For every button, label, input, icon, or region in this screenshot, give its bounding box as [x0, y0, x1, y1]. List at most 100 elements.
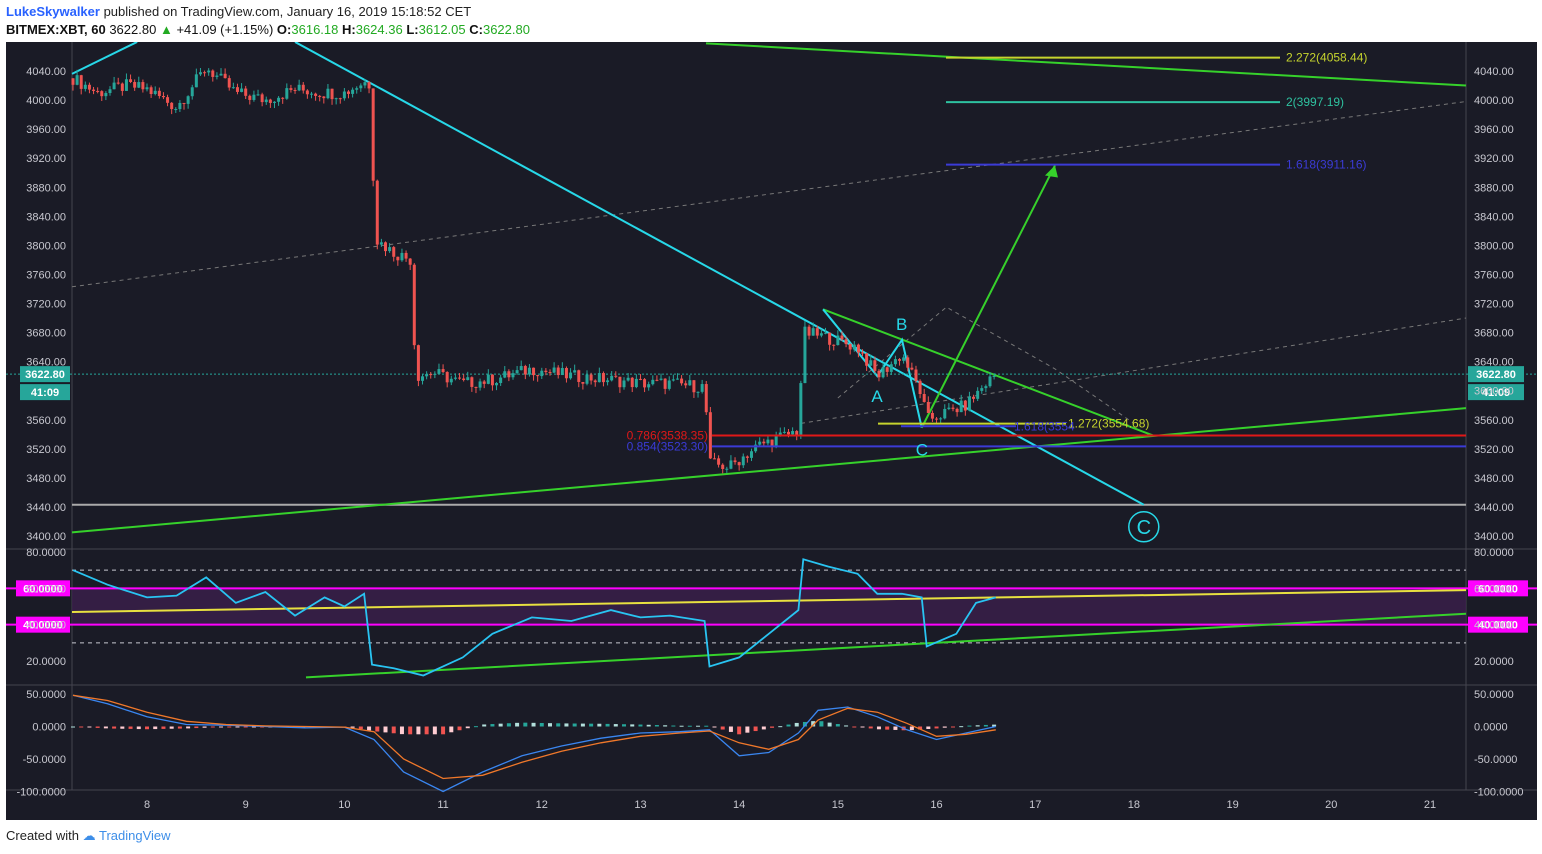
candle-body: [334, 98, 338, 100]
created-with: Created with: [6, 828, 79, 843]
candle-body: [240, 88, 244, 92]
candle-body: [297, 84, 301, 91]
macd-histogram-bar: [408, 726, 413, 735]
candle-body: [898, 359, 902, 361]
macd-histogram-bar: [926, 726, 931, 729]
candle-body: [544, 370, 548, 373]
symbol-line: BITMEX:XBT, 60 3622.80 ▲ +41.09 (+1.15%)…: [6, 22, 530, 37]
candle-body: [272, 101, 276, 103]
candle-body: [235, 87, 239, 92]
candle-body: [560, 368, 564, 376]
macd-tick-right: -100.0000: [1474, 787, 1524, 799]
candle-body: [392, 247, 396, 257]
time-tick: 8: [144, 799, 150, 811]
candle-body: [157, 90, 161, 96]
macd-histogram-bar: [531, 722, 536, 727]
macd-histogram-bar: [794, 722, 799, 727]
candle-body: [437, 369, 441, 374]
candle-body: [856, 344, 860, 353]
candle-body: [601, 373, 605, 383]
price-tick-left: 3920.00: [26, 153, 66, 165]
macd-histogram-bar: [219, 726, 224, 728]
candle-body: [803, 326, 807, 384]
candle-body: [305, 90, 309, 95]
candle-body: [655, 379, 659, 381]
macd-histogram-bar: [194, 726, 199, 729]
candle-body: [346, 91, 350, 94]
fib-level-label: 0.786(3538.35): [627, 428, 708, 442]
candle-body: [161, 95, 165, 98]
candle-body: [976, 390, 980, 399]
macd-histogram-bar: [778, 726, 783, 728]
candle-body: [396, 256, 400, 261]
candle-body: [659, 378, 663, 380]
price-tick-right: 3960.00: [1474, 124, 1514, 136]
macd-histogram-bar: [712, 726, 717, 728]
countdown-badge-right-bg: [1468, 384, 1524, 401]
candle-body: [782, 431, 786, 433]
candle-body: [947, 407, 951, 409]
rsi-60-badge-right-bg: [1468, 580, 1528, 597]
price-tick-right: 3640.00: [1474, 357, 1514, 369]
macd-histogram-bar: [465, 726, 470, 729]
candle-body: [881, 367, 885, 378]
candle-body: [717, 458, 721, 465]
rsi-60-badge-left-bg: [16, 580, 70, 597]
green-support-trendline: [71, 407, 1467, 534]
candle-body: [96, 90, 100, 92]
candle-body: [92, 89, 96, 91]
author-link[interactable]: LukeSkywalker: [6, 4, 100, 19]
macd-histogram-bar: [885, 726, 890, 730]
rsi-tick-right: 80.0000: [1474, 547, 1514, 559]
candle-body: [166, 97, 170, 103]
macd-histogram-bar: [564, 723, 569, 727]
candle-body: [425, 374, 429, 377]
wave-label-big-c: C: [1137, 517, 1151, 539]
macd-histogram-bar: [663, 725, 668, 727]
chart-area[interactable]: 2.272(4058.44) 2(3997.19) 1.618(3911.16) 1.…: [6, 42, 1537, 820]
candle-body: [338, 98, 342, 100]
candle-body: [375, 180, 379, 245]
macd-histogram-bar: [490, 724, 495, 727]
macd-histogram-bar: [79, 726, 84, 728]
candle-body: [766, 439, 770, 444]
candle-body: [486, 374, 490, 384]
candle-body: [536, 375, 540, 377]
dashed-channel-mid: [800, 317, 1467, 424]
candle-body: [589, 374, 593, 381]
fib-level-label: 0.854(3523.30): [627, 439, 708, 453]
macd-tick-left: 50.0000: [26, 689, 66, 701]
candle-body: [429, 374, 433, 376]
macd-histogram-bar: [227, 726, 232, 728]
macd-histogram-bar: [819, 721, 824, 727]
candle-body: [770, 439, 774, 447]
candle-body: [774, 435, 778, 447]
wave-circle-icon: [1128, 511, 1160, 543]
candle-body: [519, 366, 523, 371]
price-tick-left: 3760.00: [26, 269, 66, 281]
macd-histogram-bar: [103, 726, 108, 729]
rsi-40-badge-right-bg: [1468, 616, 1528, 633]
macd-histogram-bar: [589, 723, 594, 727]
candle-body: [416, 345, 420, 381]
candle-body: [359, 85, 363, 89]
macd-histogram-bar: [350, 726, 355, 728]
candle-body: [762, 441, 766, 444]
candle-body: [190, 87, 194, 97]
candle-body: [745, 456, 749, 458]
candle-body: [404, 252, 408, 259]
chart-svg[interactable]: 2.272(4058.44) 2(3997.19) 1.618(3911.16) 1.…: [6, 42, 1537, 820]
macd-histogram-bar: [95, 726, 100, 728]
price-tick-right: 3920.00: [1474, 153, 1514, 165]
macd-tick-right: 50.0000: [1474, 689, 1514, 701]
price-tick-left: 3720.00: [26, 299, 66, 311]
price-tick-left: 3880.00: [26, 182, 66, 194]
candle-body: [832, 344, 836, 346]
candle-body: [330, 88, 334, 100]
candle-body: [548, 372, 552, 374]
tradingview-link[interactable]: TradingView: [99, 828, 171, 843]
macd-histogram-bar: [671, 725, 676, 727]
candle-body: [749, 451, 753, 458]
candle-body: [634, 378, 638, 388]
macd-histogram-bar: [728, 726, 733, 732]
